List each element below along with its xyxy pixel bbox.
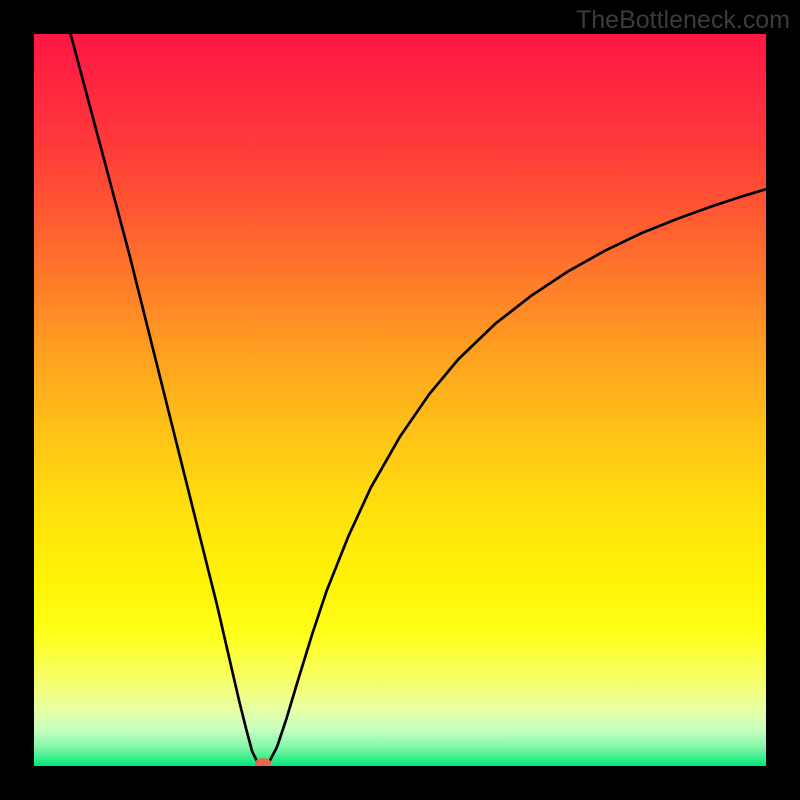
gradient-chart	[0, 0, 800, 800]
chart-stage: TheBottleneck.com	[0, 0, 800, 800]
plot-gradient-bg	[34, 34, 766, 766]
watermark-text: TheBottleneck.com	[576, 6, 790, 35]
